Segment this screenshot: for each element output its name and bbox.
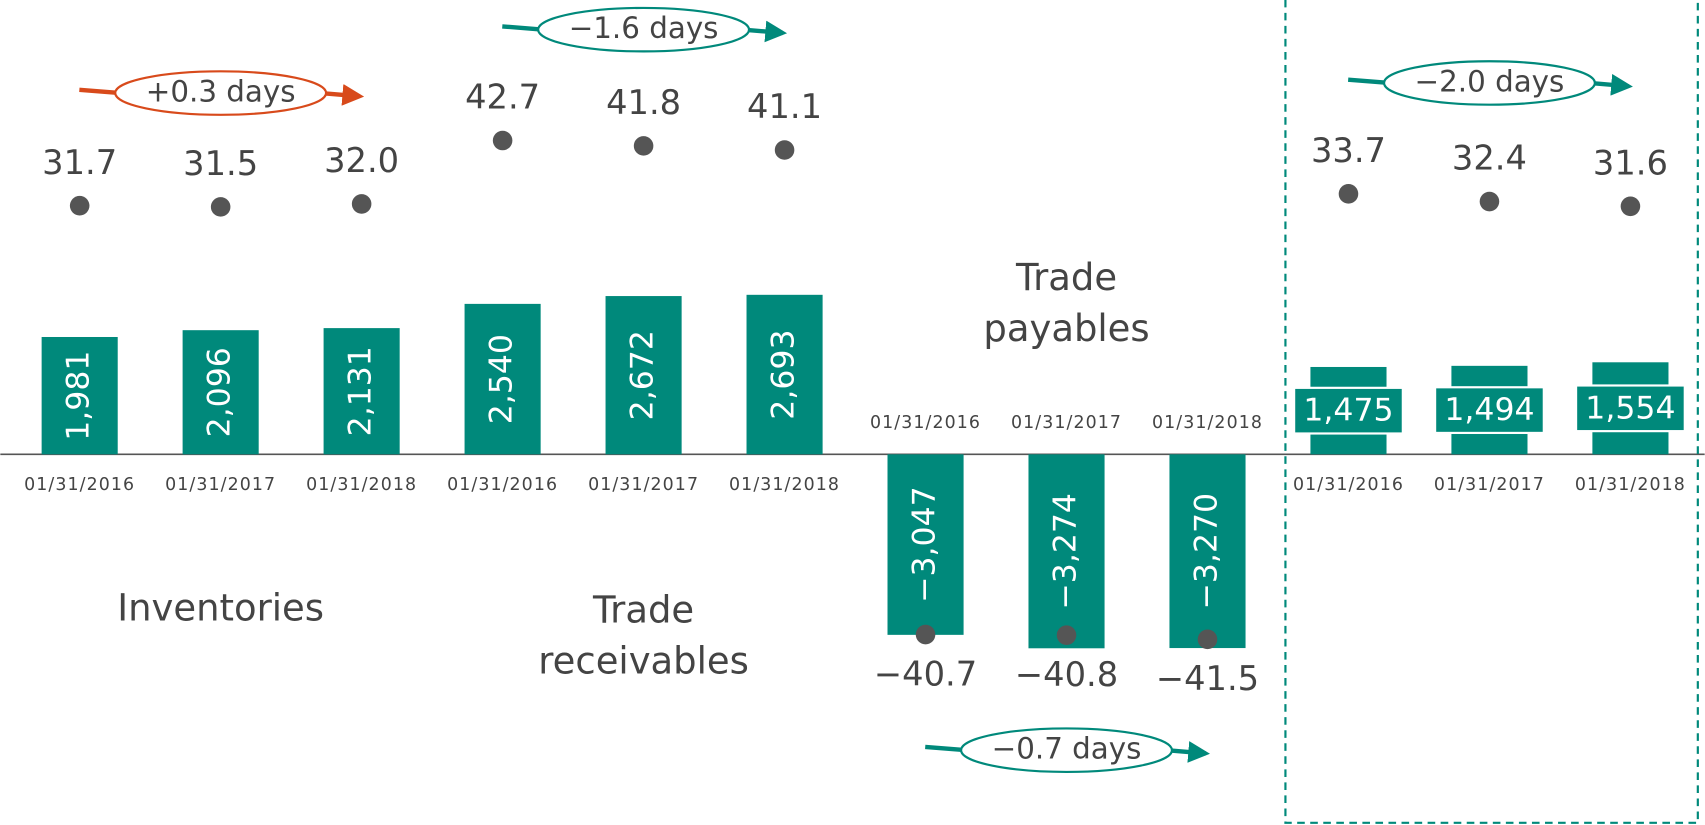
bar-label: 1,494 xyxy=(1444,392,1534,428)
change-ellipse xyxy=(537,6,751,53)
days-label: −40.7 xyxy=(874,654,977,693)
days-label: −41.5 xyxy=(1156,659,1259,698)
bar-label-box xyxy=(1434,386,1545,435)
date-label: 01/31/2017 xyxy=(1434,475,1545,495)
days-dot xyxy=(351,194,372,214)
bar xyxy=(1028,454,1105,649)
days-dot xyxy=(492,130,513,151)
date-label: 01/31/2016 xyxy=(870,413,981,433)
bar-label: −3,270 xyxy=(1189,493,1225,610)
bar-label: 2,540 xyxy=(484,334,520,424)
change-ellipse xyxy=(1382,60,1596,106)
bar-label: −3,047 xyxy=(907,486,943,603)
change-label: +0.3 days xyxy=(146,75,296,109)
group-name: Inventories xyxy=(117,586,324,629)
change-arrow xyxy=(1589,73,1633,96)
date-label: 01/31/2017 xyxy=(165,475,276,495)
change-tail xyxy=(79,87,121,96)
bar-label: 2,131 xyxy=(343,346,379,436)
change-arrow xyxy=(743,20,788,43)
days-label: 31.7 xyxy=(42,143,117,182)
date-label: 01/31/2018 xyxy=(1152,413,1263,433)
bar-label: −3,274 xyxy=(1048,493,1084,610)
change-arrow xyxy=(1166,741,1210,763)
days-label: 42.7 xyxy=(465,78,540,117)
bar xyxy=(41,336,118,455)
bar xyxy=(323,328,400,455)
days-dot xyxy=(774,140,795,160)
dashed-box xyxy=(1284,0,1699,824)
days-dot xyxy=(1056,625,1077,645)
change-tail xyxy=(502,24,544,32)
days-dot xyxy=(1197,629,1218,650)
days-label: 41.8 xyxy=(606,83,681,122)
bar-label: 1,475 xyxy=(1303,393,1393,429)
days-label: 31.5 xyxy=(183,144,258,183)
bar-label: 2,672 xyxy=(625,330,661,420)
days-label: 32.0 xyxy=(324,141,399,180)
date-label: 01/31/2017 xyxy=(588,475,699,495)
date-label: 01/31/2017 xyxy=(1011,413,1122,433)
bar xyxy=(887,454,964,635)
days-dot xyxy=(1620,196,1641,217)
days-dot xyxy=(633,136,654,156)
change-tail xyxy=(1347,77,1390,86)
bar-label-box xyxy=(1293,386,1404,435)
change-label: −1.6 days xyxy=(569,11,719,45)
date-label: 01/31/2016 xyxy=(24,475,135,495)
bar xyxy=(464,303,541,455)
date-label: 01/31/2018 xyxy=(729,475,840,495)
bar xyxy=(1169,454,1246,649)
change-tail xyxy=(925,744,967,753)
days-label: 41.1 xyxy=(747,87,822,126)
date-label: 01/31/2018 xyxy=(1575,475,1686,495)
days-dot xyxy=(915,624,936,645)
bar xyxy=(746,294,823,455)
days-dot xyxy=(210,197,231,217)
change-ellipse xyxy=(114,70,328,116)
days-dot xyxy=(69,195,90,216)
bar-label-box xyxy=(1574,384,1686,433)
bar-label: 2,693 xyxy=(766,329,802,419)
change-arrow xyxy=(320,84,365,106)
date-label: 01/31/2016 xyxy=(447,475,558,495)
group-name: Trade xyxy=(1015,256,1117,299)
date-label: 01/31/2018 xyxy=(306,475,417,495)
bar xyxy=(182,330,259,455)
days-label: 32.4 xyxy=(1452,139,1527,178)
days-label: −40.8 xyxy=(1015,655,1118,694)
group-name: receivables xyxy=(538,640,749,683)
group-name: Trade xyxy=(592,588,694,631)
bar-label: 1,554 xyxy=(1585,390,1675,426)
change-ellipse xyxy=(960,727,1174,774)
date-label: 01/31/2016 xyxy=(1293,475,1404,495)
bar xyxy=(605,296,682,455)
change-label: −2.0 days xyxy=(1415,64,1565,98)
group-name: payables xyxy=(983,307,1149,350)
bar-label: 2,096 xyxy=(202,347,238,437)
bar-label: 1,981 xyxy=(61,351,97,441)
days-dot xyxy=(1479,191,1500,212)
days-label: 33.7 xyxy=(1311,131,1386,170)
change-label: −0.7 days xyxy=(992,732,1142,766)
days-label: 31.6 xyxy=(1593,143,1668,182)
days-dot xyxy=(1338,184,1359,204)
